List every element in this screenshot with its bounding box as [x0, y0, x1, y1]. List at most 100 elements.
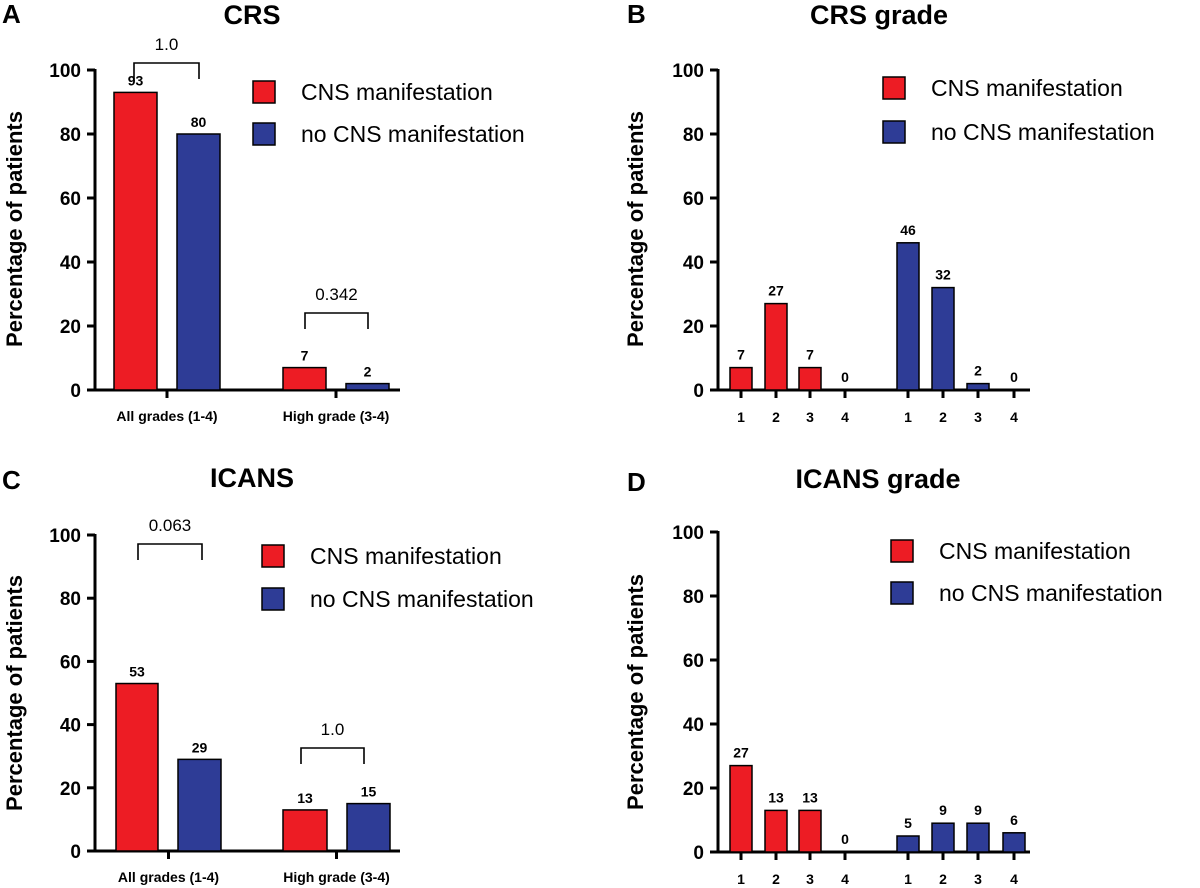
data-label: 2: [974, 363, 982, 379]
legend-swatch-no-cns: [252, 122, 276, 146]
bar: [896, 835, 920, 853]
x-grade-label: 3: [974, 409, 982, 425]
y-tick-label: 100: [49, 61, 81, 82]
panel-b-legend: CNS manifestation no CNS manifestation: [882, 75, 1155, 145]
y-tick-label: 0: [693, 843, 704, 864]
bar: [1002, 832, 1026, 853]
x-grade-label: 2: [772, 409, 780, 425]
data-label: 0: [841, 369, 849, 385]
y-tick-label: 80: [683, 125, 704, 146]
bar: [764, 809, 788, 853]
x-grade-label: 1: [904, 409, 912, 425]
y-tick-label: 100: [49, 526, 81, 547]
x-category-label: All grades (1-4): [118, 869, 219, 885]
y-tick-label: 60: [683, 651, 704, 672]
legend-swatch-cns: [261, 544, 285, 568]
y-tick-label: 60: [60, 189, 81, 210]
y-tick-label: 60: [60, 652, 81, 673]
legend-label-cns: CNS manifestation: [301, 79, 493, 105]
data-label: 93: [128, 72, 144, 88]
legend-label-no-cns: no CNS manifestation: [301, 121, 525, 147]
panel-d-legend: CNS manifestation no CNS manifestation: [890, 538, 1163, 606]
data-label: 80: [191, 114, 207, 130]
data-label: 0: [841, 831, 849, 847]
legend-label-cns: CNS manifestation: [310, 543, 502, 569]
y-tick-label: 100: [672, 61, 704, 82]
y-tick-label: 0: [693, 381, 704, 402]
data-label: 53: [129, 664, 145, 680]
y-tick-label: 80: [60, 125, 81, 146]
panel-b-y-axis-label: Percentage of patients: [623, 111, 648, 347]
bar: [113, 91, 158, 391]
bar: [282, 366, 327, 391]
y-tick-label: 20: [60, 317, 81, 338]
panel-a-y-axis-label: Percentage of patients: [2, 111, 27, 347]
y-tick-label: 40: [683, 715, 704, 736]
y-tick-label: 100: [672, 523, 704, 544]
x-grade-label: 4: [841, 871, 849, 887]
data-label: 0: [1010, 369, 1018, 385]
y-tick-label: 20: [683, 779, 704, 800]
bar: [729, 764, 753, 853]
x-grade-label: 2: [939, 871, 947, 887]
panel-c: C ICANS Percentage of patients 0 20 40 60 80…: [2, 463, 534, 885]
x-category-label: High grade (3-4): [283, 869, 390, 885]
x-grade-label: 1: [737, 409, 745, 425]
bar: [729, 366, 753, 391]
legend-label-no-cns: no CNS manifestation: [310, 586, 534, 612]
y-tick-label: 20: [683, 317, 704, 338]
data-label: 29: [192, 739, 208, 755]
panel-b: B CRS grade Percentage of patients 02040…: [623, 0, 1155, 425]
bar: [176, 133, 221, 391]
bar: [345, 382, 390, 391]
bar: [966, 822, 990, 853]
panel-c-title: ICANS: [210, 463, 294, 493]
panel-c-plot: 0 20 40 60 80 100 53 29 All grades (1-4) 0.063 13 1…: [49, 516, 400, 885]
data-label: 7: [737, 347, 745, 363]
bar: [896, 242, 920, 391]
data-label: 6: [1010, 812, 1018, 828]
y-tick-label: 80: [683, 587, 704, 608]
legend-label-no-cns: no CNS manifestation: [939, 580, 1163, 606]
panel-a-plot: 0 20 40 60 80 100 93 80 All grades (1-4) 1.0 7 2 Hig…: [49, 35, 400, 424]
data-label: 15: [361, 784, 377, 800]
legend-swatch-cns: [890, 539, 914, 563]
panel-d-plot: 0 20 40 60 80 100 27 1 13 2 13 3 0 4 5 1 9 2 9 3 6 4: [672, 523, 1030, 887]
panel-letter-a: A: [2, 0, 21, 29]
panel-a-legend: CNS manifestation no CNS manifestation: [252, 79, 525, 147]
bar: [798, 809, 822, 853]
panel-c-legend: CNS manifestation no CNS manifestation: [261, 543, 534, 612]
significance-bracket: [300, 747, 365, 764]
data-label: 5: [904, 815, 912, 831]
legend-swatch-cns: [882, 76, 906, 100]
panel-letter-b: B: [627, 0, 646, 29]
data-label: 7: [301, 348, 309, 364]
x-grade-label: 2: [772, 871, 780, 887]
bar: [115, 682, 159, 852]
data-label: 27: [733, 745, 749, 761]
bar: [764, 302, 788, 391]
y-tick-label: 40: [60, 716, 81, 737]
bar: [966, 382, 990, 391]
significance-bracket: [133, 62, 200, 79]
x-grade-label: 2: [939, 409, 947, 425]
data-label: 13: [297, 790, 313, 806]
panel-letter-c: C: [2, 465, 21, 495]
y-tick-label: 20: [60, 779, 81, 800]
bar: [177, 758, 222, 852]
x-grade-label: 4: [1010, 409, 1018, 425]
data-label: 2: [364, 364, 372, 380]
x-grade-label: 1: [737, 871, 745, 887]
panel-d: D ICANS grade Percentage of patients 020…: [623, 464, 1163, 887]
y-tick-label: 0: [70, 381, 81, 402]
p-value-label: 1.0: [155, 35, 179, 54]
data-label: 27: [768, 283, 784, 299]
y-tick-label: 0: [70, 842, 81, 863]
x-grade-label: 4: [841, 409, 849, 425]
legend-label-no-cns: no CNS manifestation: [931, 119, 1155, 145]
panel-a-title: CRS: [223, 0, 280, 30]
bar: [346, 802, 391, 852]
x-category-label: All grades (1-4): [116, 408, 217, 424]
